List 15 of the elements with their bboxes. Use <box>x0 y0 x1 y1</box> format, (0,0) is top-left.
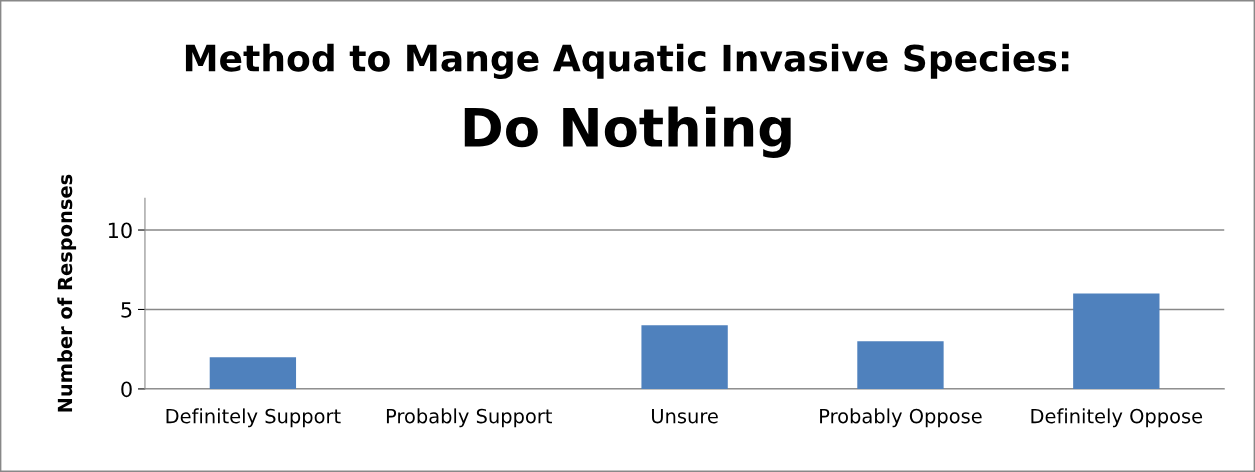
y-tick-label: 0 <box>121 381 132 398</box>
x-tick-label: Probably Oppose <box>820 408 982 428</box>
y-tick-label: 5 <box>121 302 132 318</box>
x-tick-label: Definitely Oppose <box>1031 408 1203 428</box>
y-tick-label: 10 <box>108 222 132 239</box>
chart-title: Method to Mange Aquatic Invasive Species: <box>185 43 1069 79</box>
bar <box>209 357 297 389</box>
bar <box>857 341 944 389</box>
y-axis-title: Number of Responses <box>57 174 77 412</box>
bar <box>641 325 728 389</box>
x-tick-label: Definitely Support <box>166 408 341 428</box>
bar <box>1073 293 1160 389</box>
x-tick-label: Probably Support <box>386 408 552 428</box>
x-tick-label: Unsure <box>652 408 718 424</box>
chart-subtitle: Do Nothing <box>464 106 791 158</box>
